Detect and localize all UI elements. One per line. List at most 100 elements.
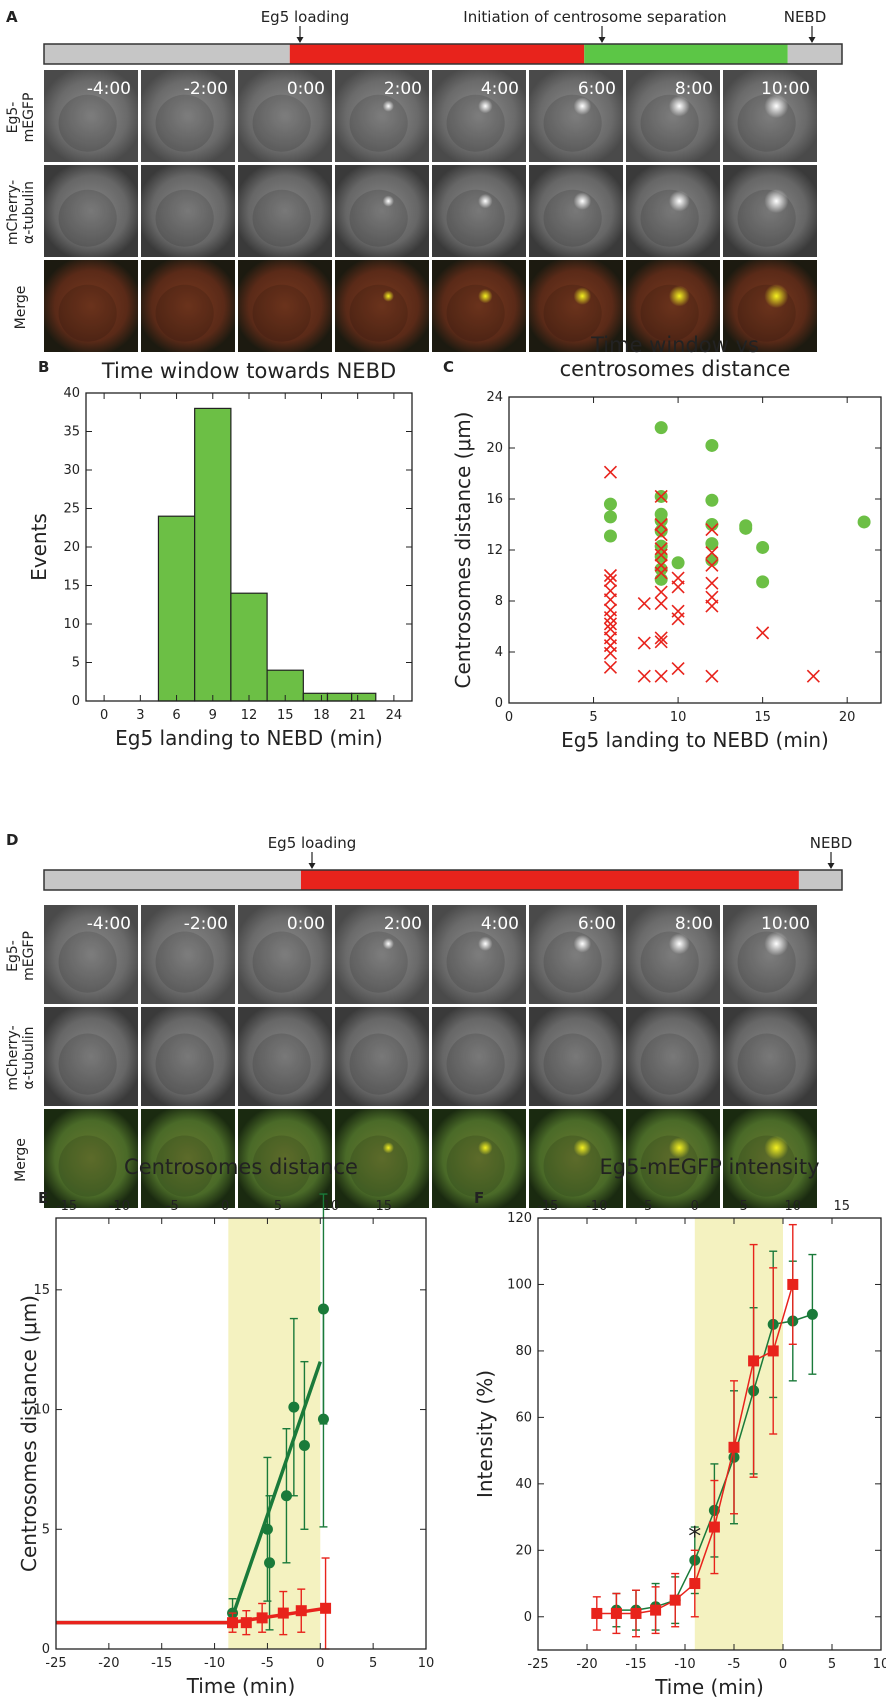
scatter-point-circle <box>857 515 871 529</box>
y-tick-label: 4 <box>495 645 503 660</box>
y-tick-label: 30 <box>63 463 80 478</box>
scatter-point-x <box>654 528 668 542</box>
x-tick-label: 15 <box>754 710 771 725</box>
micrograph-tile <box>723 1109 817 1208</box>
timepoint-label: 2:00 <box>384 79 422 99</box>
y-tick-label: 10 <box>33 1403 50 1418</box>
nucleus-shape <box>252 1033 311 1095</box>
micrograph-tile <box>723 1007 817 1106</box>
data-point-square <box>295 1605 307 1617</box>
row-label-text: mEGFP <box>21 93 37 143</box>
scatter-point-x <box>705 545 719 560</box>
scatter-point-circle <box>654 539 668 553</box>
nucleus-shape <box>58 94 117 152</box>
x-tick-label: 5 <box>828 1657 836 1672</box>
y-tick-label: 120 <box>507 1211 532 1226</box>
y-tick-label: 15 <box>33 1283 50 1298</box>
timepoint-label: 6:00 <box>578 79 616 99</box>
row-label: mCherry-α-tubulin <box>5 180 37 245</box>
x-tick-label: 10 <box>873 1657 886 1672</box>
nucleus-shape <box>155 1135 214 1197</box>
micrograph-tile <box>141 165 235 257</box>
y-tick-label: 16 <box>486 492 503 507</box>
event-label: Eg5 loading <box>268 834 357 852</box>
data-point-square <box>787 1278 799 1290</box>
scatter-point-circle <box>756 540 770 554</box>
nucleus-shape <box>252 931 311 993</box>
micrograph-tile <box>335 70 429 162</box>
scatter-point-x <box>806 669 820 683</box>
scatter-point-x <box>654 585 668 599</box>
micrograph-tile <box>141 1007 235 1106</box>
x-tick-label: 0 <box>505 710 513 725</box>
y-tick-label: 80 <box>515 1344 532 1359</box>
top-tick-label: 5 <box>274 1199 282 1214</box>
scatter-point-x <box>603 617 618 631</box>
micrograph-tile <box>44 165 138 257</box>
data-point-circle <box>288 1401 300 1413</box>
plot-frame <box>508 396 882 704</box>
data-point-square <box>748 1355 760 1367</box>
top-tick-label: -5 <box>166 1199 179 1214</box>
micrograph-tile <box>529 165 623 257</box>
highlight-window <box>694 1218 783 1650</box>
timepoint-label: 8:00 <box>675 79 713 99</box>
chart-e-centrosome-distance: -25 -20 -15 -10 -5 0 5 10 0 5 10 15 -15 -10 -5 0 5 10 15 Ti… <box>17 1155 434 1698</box>
top-tick-label: 0 <box>691 1199 699 1214</box>
histogram-bar <box>194 407 232 702</box>
scatter-point-circle <box>654 549 668 563</box>
micrograph-tile <box>44 1007 138 1106</box>
histogram-bar <box>326 692 353 702</box>
x-tick-label: -5 <box>728 1657 741 1672</box>
scatter-point-x <box>654 635 668 649</box>
nucleus-shape <box>640 1033 699 1095</box>
row-label-text: α-tubulin <box>21 1026 37 1089</box>
event-arrowhead <box>296 37 304 43</box>
nucleus-shape <box>155 931 214 993</box>
micrograph-tile <box>335 905 429 1004</box>
event-arrowhead <box>598 37 606 43</box>
data-point-square <box>256 1612 268 1624</box>
x-tick-label: 5 <box>589 710 597 725</box>
data-point-circle <box>280 1490 292 1502</box>
y-tick-label: 40 <box>515 1477 532 1492</box>
scatter-point-circle <box>654 514 668 528</box>
fluorescent-spot <box>573 287 592 305</box>
y-tick-label: 20 <box>515 1543 532 1558</box>
panel-letter: F <box>474 1189 484 1207</box>
y-tick-label: 40 <box>63 386 80 401</box>
chart-title: Time window vs <box>590 333 759 357</box>
nucleus-shape <box>349 1033 408 1095</box>
timepoint-label: 8:00 <box>675 914 713 934</box>
fluorescent-spot <box>573 1138 592 1157</box>
data-point-circle <box>261 1523 273 1535</box>
scatter-point-x <box>603 646 618 660</box>
row-label-text: mCherry- <box>5 1025 21 1090</box>
panel-letter: A <box>6 8 18 26</box>
y-axis-label: Events <box>27 513 51 581</box>
timeline-segment <box>798 870 842 890</box>
micrograph-tile <box>335 165 429 257</box>
scatter-point-x <box>705 558 719 572</box>
micrograph-tile <box>238 1109 332 1208</box>
fluorescent-spot <box>573 934 592 953</box>
data-point-square <box>630 1607 642 1619</box>
top-tick-label: 10 <box>323 1199 340 1214</box>
top-tick-label: 0 <box>221 1199 229 1214</box>
fluorescent-spot <box>668 1137 690 1159</box>
fluorescent-spot <box>382 100 394 112</box>
x-tick-label: 24 <box>386 708 403 723</box>
timepoint-label: 6:00 <box>578 914 616 934</box>
histogram-bar <box>351 692 377 702</box>
scatter-point-circle <box>671 556 685 570</box>
scatter-point-x <box>654 517 668 532</box>
fluorescent-spot <box>478 1140 493 1155</box>
y-tick-label: 0 <box>495 696 503 711</box>
nucleus-shape <box>155 1033 214 1095</box>
data-point-square <box>320 1602 332 1614</box>
panel-letter: D <box>6 831 18 849</box>
nucleus-shape <box>155 284 214 342</box>
event-arrowhead <box>827 863 835 869</box>
timeline-frame <box>43 869 843 891</box>
micrograph-tile <box>44 1109 138 1208</box>
